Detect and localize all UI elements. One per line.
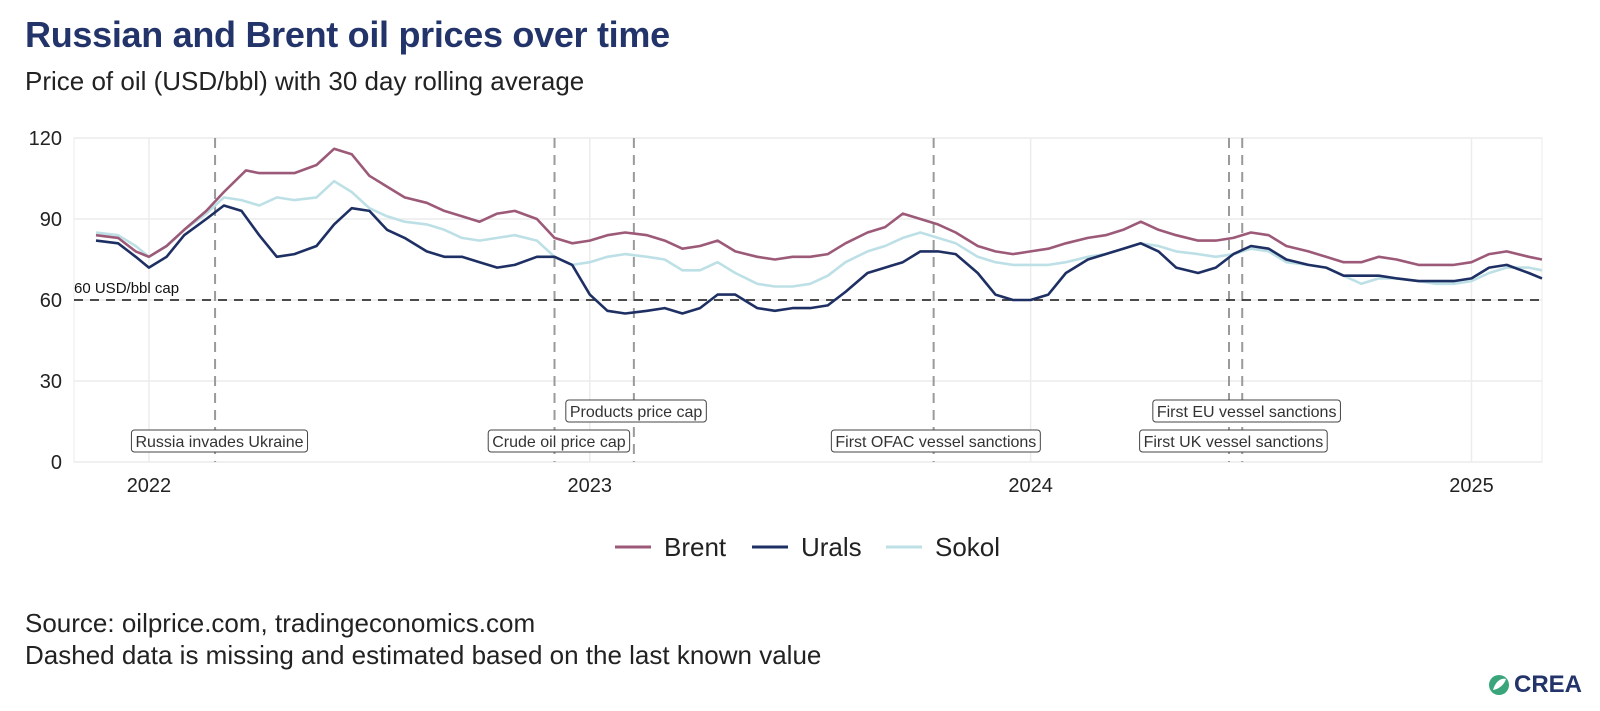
event-label: Russia invades Ukraine [135, 434, 303, 451]
y-tick-label: 0 [51, 452, 62, 474]
logo-text: CREA [1513, 671, 1582, 698]
x-tick-label: 2025 [1449, 475, 1494, 497]
event-annotation: Russia invades Ukraine [130, 429, 309, 453]
event-label: Products price cap [570, 404, 703, 421]
event-annotation: First UK vessel sanctions [1139, 429, 1328, 453]
legend-label-urals: Urals [801, 532, 862, 562]
event-annotation: Crude oil price cap [487, 429, 631, 453]
event-label-box [1139, 429, 1328, 453]
chart-title: Russian and Brent oil prices over time [25, 14, 670, 55]
y-tick-label: 60 [40, 290, 62, 312]
event-label: First UK vessel sanctions [1144, 434, 1324, 451]
source-note: Source: oilprice.com, tradingeconomics.c… [25, 608, 536, 638]
series-line-urals [95, 204, 1543, 315]
x-tick-label: 2024 [1008, 475, 1053, 497]
event-label: Crude oil price cap [492, 434, 626, 451]
event-annotation: First EU vessel sanctions [1152, 399, 1341, 423]
event-label: First OFAC vessel sanctions [835, 434, 1036, 451]
event-label-box [487, 429, 631, 453]
event-label: First EU vessel sanctions [1157, 404, 1337, 421]
line-chart: 0 30 60 90 120 2022 2023 2024 2025 60 USD/bbl cap… [29, 128, 1543, 562]
event-label-box [565, 399, 707, 423]
data-note: Dashed data is missing and estimated bas… [25, 640, 822, 670]
y-tick-label: 120 [29, 128, 62, 150]
legend-label-brent: Brent [664, 532, 727, 562]
event-annotation: Products price cap [565, 399, 707, 423]
y-tick-label: 30 [40, 371, 62, 393]
event-label-box [830, 429, 1041, 453]
chart-subtitle: Price of oil (USD/bbl) with 30 day rolli… [25, 66, 585, 96]
crea-logo: CREA [1488, 671, 1582, 699]
legend-label-sokol: Sokol [935, 532, 1000, 562]
event-annotation: First OFAC vessel sanctions [830, 429, 1041, 453]
event-label-box [130, 429, 309, 453]
series-line-brent [95, 147, 1543, 267]
event-label-box [1152, 399, 1341, 423]
x-tick-label: 2023 [568, 475, 613, 497]
price-cap-label: 60 USD/bbl cap [74, 280, 179, 297]
crea-leaf-icon [1488, 675, 1509, 695]
x-tick-label: 2022 [127, 475, 172, 497]
y-tick-label: 90 [40, 209, 62, 231]
